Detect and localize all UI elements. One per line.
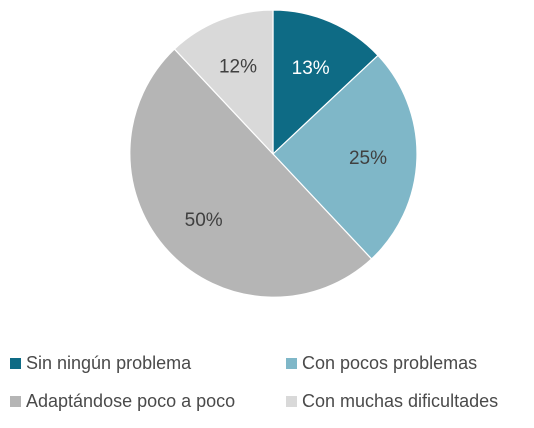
legend-label-3: Con muchas dificultades (302, 391, 498, 411)
legend-swatch-3 (286, 396, 297, 407)
pie-slice-labels: 13% 25% 50% 12% (185, 57, 387, 231)
legend-item-2: Adaptándose poco a poco (10, 391, 235, 411)
legend-label-1: Con pocos problemas (302, 353, 477, 373)
legend-item-3: Con muchas dificultades (286, 391, 498, 411)
legend-swatch-1 (286, 358, 297, 369)
legend-swatch-0 (10, 358, 21, 369)
slice-value-label-2: 50% (185, 210, 223, 231)
slice-value-label-1: 25% (349, 148, 387, 169)
pie-slice-2 (129, 48, 373, 298)
legend-swatch-2 (10, 396, 21, 407)
legend: Sin ningún problema Con pocos problemas Ad… (10, 353, 498, 411)
slice-value-label-3: 12% (219, 57, 257, 78)
pie-slices (129, 9, 418, 298)
legend-item-1: Con pocos problemas (286, 353, 477, 373)
pie-slice-1 (272, 54, 418, 260)
legend-item-0: Sin ningún problema (10, 353, 192, 373)
pie-slice-3 (173, 9, 274, 156)
slice-value-label-0: 13% (292, 58, 330, 79)
pie-slice-0 (272, 9, 379, 156)
legend-label-0: Sin ningún problema (26, 353, 192, 373)
legend-label-2: Adaptándose poco a poco (26, 391, 235, 411)
